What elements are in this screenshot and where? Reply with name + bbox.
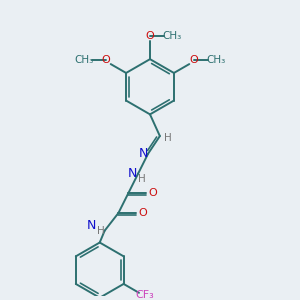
- Text: N: N: [138, 147, 148, 160]
- Text: O: O: [139, 208, 148, 218]
- Text: N: N: [87, 219, 97, 232]
- Text: H: H: [97, 226, 105, 236]
- Text: O: O: [146, 32, 154, 41]
- Text: N: N: [128, 167, 137, 180]
- Text: O: O: [190, 55, 199, 65]
- Text: H: H: [164, 133, 172, 143]
- Text: CF₃: CF₃: [136, 290, 154, 300]
- Text: CH₃: CH₃: [206, 55, 226, 65]
- Text: CH₃: CH₃: [74, 55, 94, 65]
- Text: CH₃: CH₃: [162, 32, 181, 41]
- Text: O: O: [101, 55, 110, 65]
- Text: H: H: [138, 174, 146, 184]
- Text: O: O: [148, 188, 157, 198]
